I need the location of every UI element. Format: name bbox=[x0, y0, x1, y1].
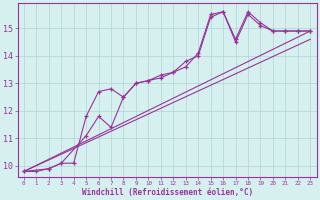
X-axis label: Windchill (Refroidissement éolien,°C): Windchill (Refroidissement éolien,°C) bbox=[82, 188, 253, 197]
